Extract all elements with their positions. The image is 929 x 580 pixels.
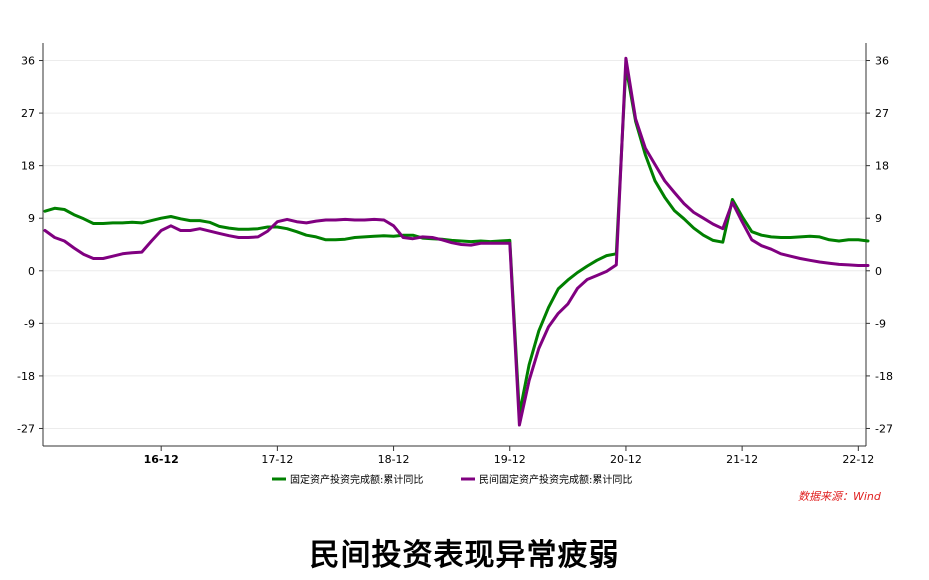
y-tick-label-left: -9	[24, 317, 35, 330]
y-tick-label-right: -18	[875, 370, 893, 383]
y-tick-label-right: 0	[875, 265, 882, 278]
series-lines	[43, 56, 870, 427]
y-tick-label-right: 18	[875, 160, 889, 173]
x-tick-label: 21-12	[726, 453, 758, 466]
legend: 固定资产投资完成额:累计同比 民间固定资产投资完成额:累计同比	[272, 473, 632, 486]
y-tick-label-left: 36	[21, 55, 35, 68]
page-caption: 民间投资表现异常疲弱	[309, 538, 620, 573]
y-tick-label-left: -18	[17, 370, 35, 383]
y-tick-label-left: 0	[28, 265, 35, 278]
y-tick-label-right: -27	[875, 422, 893, 435]
legend-label-1: 固定资产投资完成额:累计同比	[290, 473, 423, 486]
y-tick-label-left: -27	[17, 422, 35, 435]
y-tick-label-left: 18	[21, 160, 35, 173]
x-tick-label: 18-12	[378, 453, 410, 466]
y-tick-label-right: 9	[875, 212, 882, 225]
y-tick-label-left: 9	[28, 212, 35, 225]
x-tick-label: 20-12	[610, 453, 642, 466]
y-tick-label-right: 27	[875, 107, 889, 120]
x-tick-label: 19-12	[494, 453, 526, 466]
x-tick-label: 17-12	[261, 453, 293, 466]
axes: 36 36 27 27 18 18 9 9 0 0 -9 -9 -18 -18 -27 -27 16-12 17-…	[17, 43, 893, 466]
legend-label-2: 民间固定资产投资完成额:累计同比	[479, 473, 632, 486]
data-source-note: 数据来源：Wind	[798, 490, 881, 503]
x-tick-label: 22-12	[842, 453, 874, 466]
series-line-1	[43, 64, 870, 416]
y-tick-label-right: -9	[875, 317, 886, 330]
x-tick-label: 16-12	[144, 453, 179, 466]
y-tick-label-right: 36	[875, 55, 889, 68]
y-tick-label-left: 27	[21, 107, 35, 120]
series-line-2	[43, 56, 870, 427]
